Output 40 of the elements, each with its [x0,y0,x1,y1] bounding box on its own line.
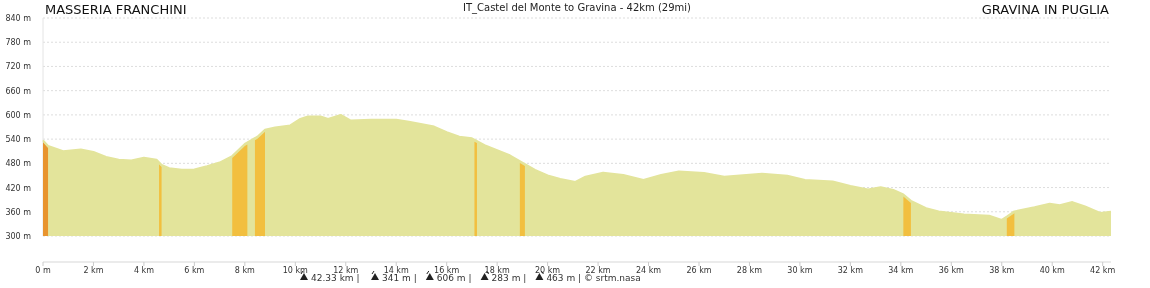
x-tick-label: 30 km [787,266,813,275]
x-tick-label: 42 km [1090,266,1116,275]
text: 283 m | [491,273,527,283]
text: 463 m | © srtm.nasa [546,273,641,283]
x-tick-label: 10 km [282,266,309,275]
x-tick-label: 18 km [484,266,510,275]
x-tick-label: 22 km [585,266,611,275]
text: 42.33 km | [311,273,360,283]
x-tick-label: 8 km [234,266,256,275]
y-tick-label: 300 m [5,232,32,241]
x-tick-label: 36 km [938,266,965,275]
x-tick-label: 2 km [83,266,104,275]
x-tick-label: 40 km [1039,266,1065,275]
y-tick-label: 600 m [5,110,32,120]
text: 606 m | [436,273,472,283]
text: MASSERIA FRANCHINI [45,2,187,17]
y-tick-label: 660 m [5,86,32,96]
x-tick-label: 12 km [333,266,359,275]
y-tick-label: 480 m [5,159,32,169]
x-tick-label: 20 km [535,266,561,275]
chart-title: IT_Castel del Monte to Gravina - 42km (29mi) [462,2,692,14]
x-tick-label: 34 km [888,266,914,275]
x-tick-label: 38 km [989,266,1015,275]
x-tick-label: 6 km [184,266,205,275]
x-tick-label: 0 m [35,266,51,275]
y-tick-label: 780 m [5,38,32,48]
x-tick-label: 28 km [736,266,763,275]
y-tick-label: 360 m [5,207,32,217]
text: 341 m | [382,273,417,283]
x-tick-label: 26 km [686,266,712,275]
y-tick-label: 540 m [5,135,32,145]
y-tick-label: 840 m [5,14,32,23]
x-tick-label: 16 km [434,266,460,275]
x-tick-label: 4 km [133,266,155,275]
y-tick-label: 420 m [5,183,32,193]
text: GRAVINA IN PUGLIA [981,2,1110,17]
x-tick-label: 24 km [635,266,662,275]
y-tick-label: 720 m [5,62,32,72]
x-tick-label: 14 km [383,266,409,275]
x-tick-label: 32 km [837,266,864,275]
